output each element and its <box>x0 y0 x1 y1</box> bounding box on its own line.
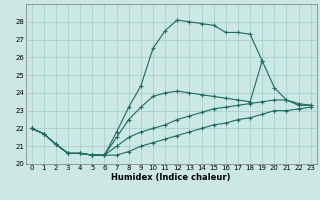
X-axis label: Humidex (Indice chaleur): Humidex (Indice chaleur) <box>111 173 231 182</box>
